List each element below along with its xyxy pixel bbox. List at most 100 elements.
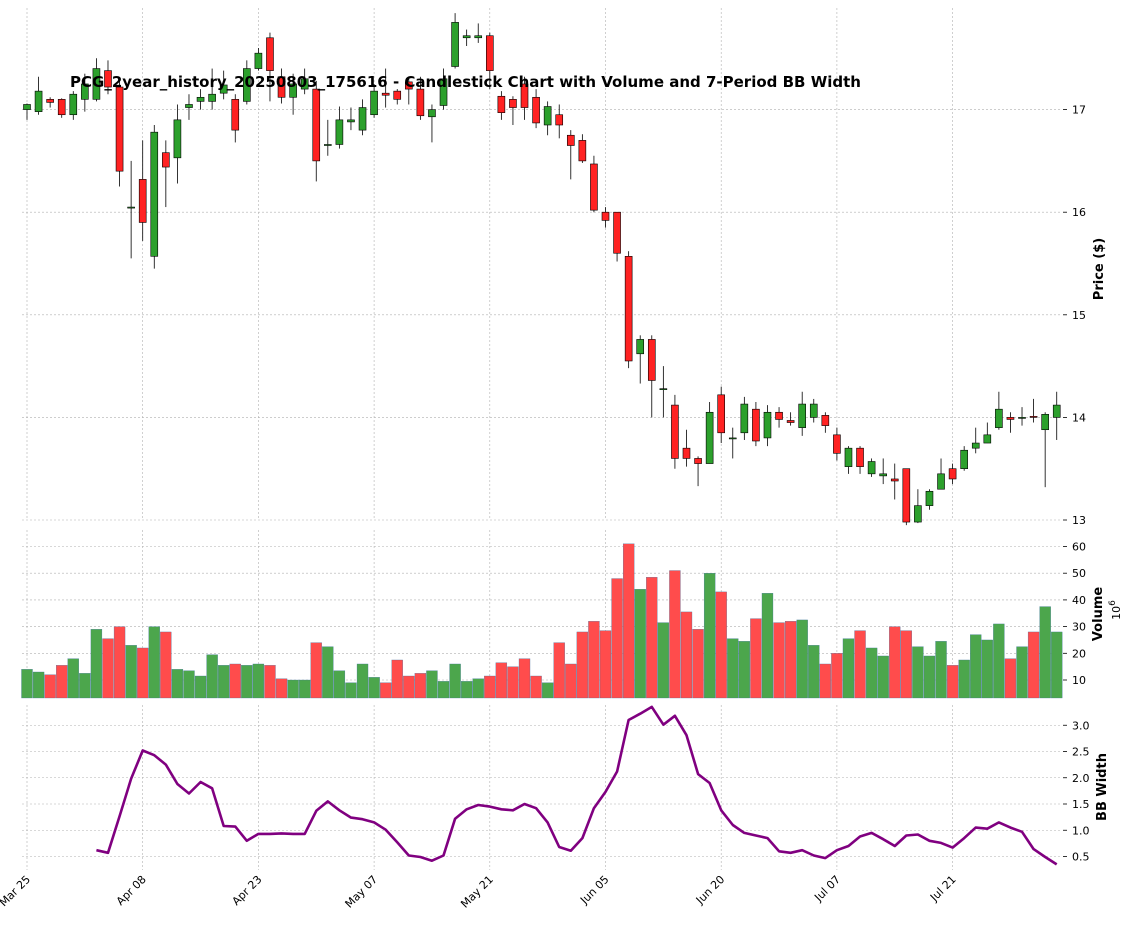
candle-body — [1018, 417, 1026, 419]
candle-body — [34, 90, 43, 112]
chart-title: PCG_2year_history_20250803_175616 - Cand… — [70, 73, 861, 91]
bbw-tick-label: 0.5 — [1072, 851, 1090, 864]
volume-bar — [611, 578, 623, 699]
volume-bar — [183, 670, 195, 699]
volume-bar — [727, 638, 739, 699]
volume-bar — [761, 593, 774, 699]
candle-body — [381, 92, 390, 96]
volume-multiplier-base: 10 — [1110, 606, 1123, 620]
candle-body — [601, 211, 610, 221]
volume-bar — [90, 629, 103, 699]
candle-body — [543, 106, 552, 126]
volume-bar — [310, 642, 322, 699]
volume-bar — [715, 591, 727, 699]
volume-bar — [842, 638, 855, 699]
x-tick-label: Apr 23 — [229, 873, 264, 908]
candle-body — [914, 505, 922, 523]
candle-body — [485, 35, 494, 71]
candle-body — [57, 99, 66, 116]
volume-bar — [703, 573, 716, 699]
x-tick-label: May 21 — [458, 873, 496, 911]
candle-body — [566, 134, 575, 146]
candle-body — [277, 76, 286, 98]
candle-body — [1052, 404, 1061, 418]
volume-bar — [657, 622, 669, 699]
bbw-tick-label: 1.5 — [1072, 798, 1090, 811]
volume-bar — [565, 663, 577, 699]
candle-body — [717, 394, 726, 434]
volume-bar — [622, 543, 635, 699]
price-tick-label: 15 — [1072, 309, 1086, 322]
volume-bar — [403, 675, 415, 699]
volume-bar — [333, 670, 346, 699]
candle-body — [682, 447, 691, 459]
candle-body — [879, 473, 887, 477]
candle-body — [208, 93, 216, 102]
candle-body — [335, 119, 344, 145]
volume-bar — [530, 675, 542, 699]
volume-bar — [252, 663, 265, 699]
volume-bar — [1016, 646, 1028, 699]
volume-bar — [796, 619, 808, 699]
volume-bar — [299, 679, 311, 699]
volume-bar — [241, 665, 253, 699]
volume-bar — [125, 645, 137, 699]
volume-bar — [1039, 606, 1051, 699]
volume-bar — [646, 577, 658, 699]
volume-bar — [854, 630, 866, 699]
candle-body — [370, 90, 378, 116]
volume-bar — [865, 647, 878, 699]
volume-bar — [79, 673, 91, 699]
candle-body — [497, 95, 506, 113]
candle-body — [254, 52, 263, 69]
x-tick-label: Mar 25 — [0, 873, 33, 909]
volume-bar — [831, 653, 843, 699]
volume-tick-label: 30 — [1072, 621, 1086, 634]
candle-body — [867, 461, 876, 475]
volume-bar — [380, 682, 392, 699]
volume-bar — [437, 681, 450, 699]
volume-bar — [877, 655, 889, 699]
candle-body — [243, 68, 251, 102]
candle-body — [960, 449, 968, 469]
candle-body — [890, 478, 899, 482]
volume-multiplier-exponent: 6 — [1108, 600, 1118, 606]
volume-bar — [56, 665, 68, 699]
volume-bar — [889, 626, 901, 699]
volume-tick-label: 40 — [1072, 594, 1086, 607]
volume-bar — [680, 611, 693, 699]
volume-bar — [356, 663, 369, 699]
candle-body — [69, 93, 78, 116]
volume-bar — [784, 621, 797, 699]
volume-tick-label: 50 — [1072, 567, 1086, 580]
price-tick-label: 16 — [1072, 206, 1086, 219]
candle-body — [46, 99, 54, 103]
volume-bar — [414, 673, 427, 699]
candle-body — [786, 420, 795, 423]
candle-body — [775, 411, 783, 420]
volume-bar — [981, 639, 993, 699]
candle-body — [925, 490, 934, 506]
candle-body — [104, 70, 112, 88]
volume-bar — [669, 570, 681, 699]
candle-body — [798, 403, 806, 428]
volume-bar — [946, 665, 959, 699]
candle-body — [728, 437, 737, 440]
price-tick-label: 17 — [1072, 104, 1086, 117]
volume-bar — [113, 626, 126, 699]
x-tick-label: Jul 07 — [811, 873, 843, 905]
candle-body — [833, 434, 841, 454]
volume-bar — [484, 675, 496, 699]
candle-body — [138, 179, 147, 223]
price-tick-label: 14 — [1072, 411, 1086, 424]
candle-body — [300, 78, 309, 90]
axis-labels: Mar 25 Apr 08 Apr 23 May 07 May 21 Jun 05 Jun … — [0, 104, 1090, 911]
candle-body — [613, 211, 621, 254]
volume-axis-title: Volume — [1091, 587, 1106, 642]
candle-body — [92, 68, 101, 100]
candle-body — [937, 473, 945, 490]
volume-bar — [1051, 631, 1063, 699]
candle-body — [705, 411, 714, 464]
candle-body — [347, 119, 355, 123]
